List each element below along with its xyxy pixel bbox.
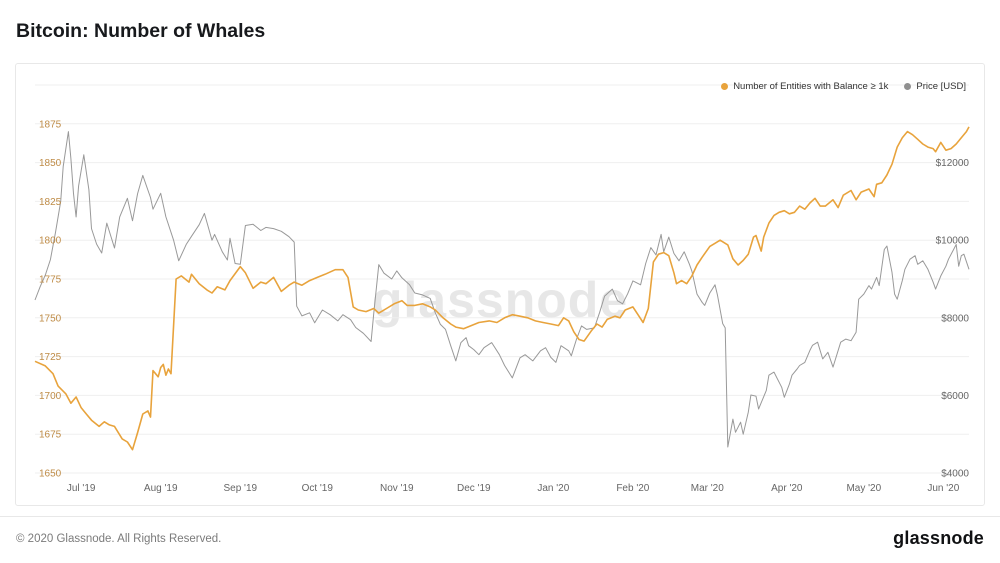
- svg-text:$8000: $8000: [941, 313, 969, 324]
- svg-text:1850: 1850: [39, 158, 62, 169]
- svg-text:Dec '19: Dec '19: [457, 483, 491, 494]
- svg-text:Nov '19: Nov '19: [380, 483, 414, 494]
- svg-text:$10000: $10000: [936, 236, 970, 247]
- svg-text:Sep '19: Sep '19: [223, 483, 257, 494]
- svg-text:1750: 1750: [39, 313, 62, 324]
- svg-text:1800: 1800: [39, 236, 62, 247]
- svg-text:1700: 1700: [39, 391, 62, 402]
- y-axis-right-labels: $4000 $6000 $8000 $10000 $12000: [936, 158, 970, 479]
- legend-marker-whales-icon: [721, 83, 729, 90]
- svg-text:Feb '20: Feb '20: [616, 483, 649, 494]
- svg-text:1875: 1875: [39, 119, 62, 130]
- legend-label-price: Price [USD]: [916, 81, 966, 92]
- svg-text:May '20: May '20: [846, 483, 881, 494]
- legend-marker-price-icon: [904, 83, 912, 90]
- page-footer: © 2020 Glassnode. All Rights Reserved. g…: [0, 516, 1000, 563]
- chart-legend: Number of Entities with Balance ≥ 1k Pri…: [721, 81, 966, 92]
- x-axis-labels: Jul '19 Aug '19 Sep '19 Oct '19 Nov '19 Dec '…: [67, 483, 960, 494]
- y-axis-left-labels: 1650 1675 1700 1725 1750 1775 1800 1825 1850 1875: [39, 119, 62, 479]
- svg-text:$4000: $4000: [941, 469, 969, 480]
- copyright-text: © 2020 Glassnode. All Rights Reserved.: [16, 532, 222, 545]
- svg-text:Oct '19: Oct '19: [302, 483, 334, 494]
- gridlines: [35, 84, 969, 474]
- page-title: Bitcoin: Number of Whales: [16, 20, 266, 42]
- legend-item-price[interactable]: Price [USD]: [904, 81, 966, 92]
- svg-text:Jul '19: Jul '19: [67, 483, 96, 494]
- svg-text:Jun '20: Jun '20: [927, 483, 959, 494]
- series-line-whales[interactable]: [34, 126, 970, 451]
- legend-label-whales: Number of Entities with Balance ≥ 1k: [733, 81, 889, 92]
- svg-text:$12000: $12000: [936, 158, 970, 169]
- svg-text:Mar '20: Mar '20: [691, 483, 724, 494]
- chart-card: Number of Entities with Balance ≥ 1k Pri…: [15, 63, 985, 506]
- chart-plot-area[interactable]: 1650 1675 1700 1725 1750 1775 1800 1825 1850 1875…: [16, 64, 983, 505]
- svg-text:Aug '19: Aug '19: [144, 483, 178, 494]
- svg-text:1775: 1775: [39, 275, 62, 286]
- svg-text:1675: 1675: [39, 430, 62, 441]
- page-header: Bitcoin: Number of Whales: [0, 0, 1000, 44]
- series-line-price[interactable]: [34, 131, 970, 448]
- svg-text:1825: 1825: [39, 197, 62, 208]
- svg-text:Jan '20: Jan '20: [537, 483, 569, 494]
- glassnode-logo: glassnode: [893, 528, 984, 548]
- legend-item-whales[interactable]: Number of Entities with Balance ≥ 1k: [721, 81, 888, 92]
- svg-text:$6000: $6000: [941, 391, 969, 402]
- svg-text:Apr '20: Apr '20: [771, 483, 803, 494]
- svg-text:1725: 1725: [39, 352, 62, 363]
- svg-text:1650: 1650: [39, 469, 62, 480]
- watermark: glassnode: [371, 272, 629, 328]
